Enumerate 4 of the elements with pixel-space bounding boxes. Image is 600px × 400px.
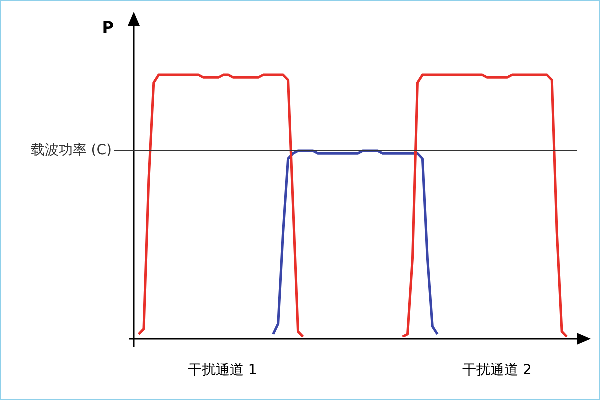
ref-line-label: 载波功率 (C) [30, 142, 112, 159]
text: 干扰通道 2 [462, 362, 532, 379]
y-axis-title: P [102, 18, 114, 38]
text: 干扰通道 1 [188, 362, 258, 379]
